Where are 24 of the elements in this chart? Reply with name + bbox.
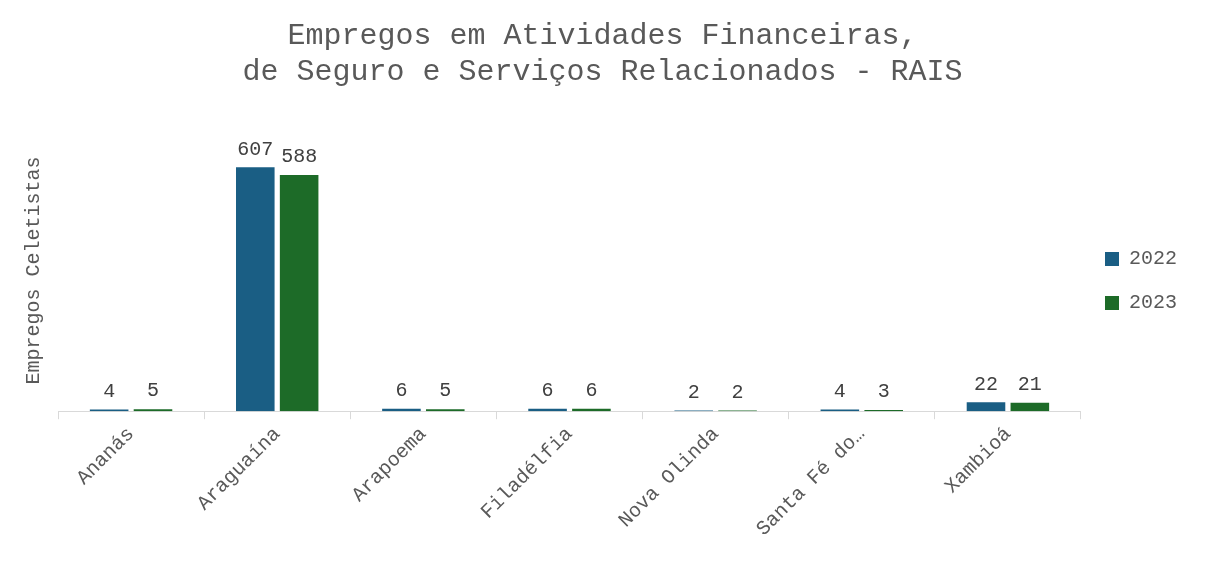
data-label: 2: [687, 380, 700, 404]
data-label: 4: [103, 379, 116, 403]
data-label: 607: [237, 137, 274, 161]
data-label: 6: [395, 379, 408, 403]
bar: [133, 409, 173, 412]
bar: [236, 167, 275, 412]
data-label: 4: [833, 379, 846, 403]
data-label: 6: [541, 379, 554, 403]
bar: [1010, 402, 1050, 412]
data-label: 588: [281, 145, 318, 169]
data-label: 22: [973, 372, 999, 396]
bar: [425, 409, 465, 412]
legend-label: 2023: [1128, 291, 1178, 315]
data-label: 3: [877, 380, 890, 404]
data-label: 5: [439, 379, 452, 403]
legend-label: 2022: [1128, 247, 1178, 271]
data-label: 2: [731, 380, 744, 404]
y-axis-title: Empregos Celetistas: [22, 156, 46, 385]
data-label: 6: [585, 379, 598, 403]
chart-title: Empregos em Atividades Financeiras, de Seguro e Serviços Relacionados - RAIS: [242, 18, 963, 89]
data-label: 5: [146, 379, 159, 403]
bar: [279, 174, 319, 412]
data-label: 21: [1017, 373, 1042, 397]
bar: [966, 402, 1006, 412]
